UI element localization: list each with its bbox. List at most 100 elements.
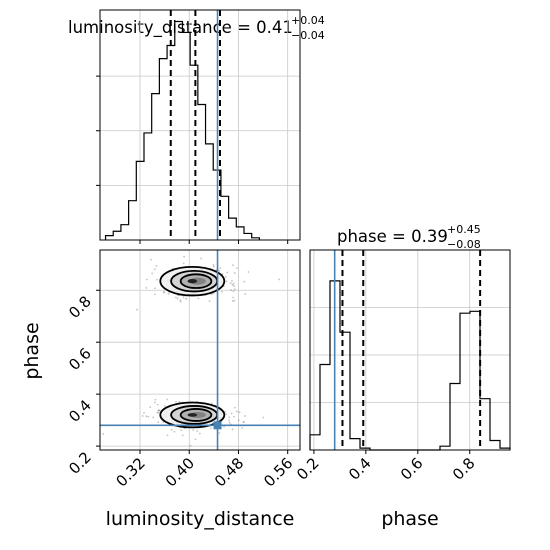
- contour-core-upper: [187, 279, 198, 284]
- tick-label-y-phase-0: 0.2: [65, 448, 95, 478]
- x-axis-label-luminosity-distance: luminosity_distance: [106, 508, 295, 530]
- scatter-point: [151, 272, 154, 275]
- scatter-point: [233, 415, 235, 418]
- scatter-point: [182, 296, 185, 299]
- scatter-point: [189, 444, 192, 447]
- scatter-point: [228, 419, 230, 422]
- scatter-point: [208, 300, 211, 303]
- scatter-point: [200, 257, 203, 260]
- scatter-point: [154, 287, 156, 290]
- title-luminosity-distance-plus: +0.04: [291, 14, 325, 27]
- title-luminosity-distance: luminosity_distance = 0.41: [68, 18, 293, 38]
- scatter-point: [230, 289, 233, 291]
- scatter-point: [232, 282, 235, 285]
- scatter-point: [157, 421, 160, 424]
- panel-frame-top: [99, 9, 301, 241]
- scatter-point: [170, 428, 173, 431]
- tick-label-y-phase-1: 0.4: [65, 396, 95, 426]
- scatter-point: [185, 297, 188, 300]
- scatter-point: [228, 421, 231, 424]
- title-phase-plus: +0.45: [447, 223, 481, 236]
- scatter-point: [150, 258, 152, 261]
- scatter-point: [226, 271, 229, 274]
- scatter-point: [175, 400, 177, 403]
- panel-frame-joint: [99, 249, 301, 451]
- scatter-point: [197, 297, 200, 300]
- scatter-point: [145, 287, 148, 289]
- scatter-point: [228, 416, 231, 419]
- scatter-point: [218, 432, 221, 434]
- scatter-point: [212, 265, 215, 268]
- scatter-point: [154, 398, 157, 401]
- scatter-point: [146, 278, 148, 281]
- scatter-point: [210, 427, 212, 430]
- scatter-point: [224, 410, 226, 413]
- scatter-point: [243, 421, 245, 424]
- scatter-point: [224, 275, 227, 278]
- tick-label-x-luminosity-distance-3: 0.56: [260, 454, 296, 490]
- scatter-point: [229, 282, 232, 285]
- scatter-point: [225, 280, 228, 283]
- scatter-point: [243, 415, 246, 417]
- scatter-point: [196, 430, 199, 433]
- scatter-point: [230, 412, 233, 415]
- scatter-point: [221, 290, 223, 293]
- scatter-point: [143, 412, 145, 414]
- scatter-point: [233, 272, 236, 274]
- scatter-point: [157, 411, 160, 414]
- scatter-point: [198, 432, 201, 435]
- scatter-point: [241, 426, 243, 429]
- scatter-point: [221, 273, 224, 275]
- scatter-point: [145, 415, 148, 418]
- tick-label-x-luminosity-distance-1: 0.40: [162, 454, 198, 490]
- tick-label-y-phase-3: 0.8: [65, 292, 95, 322]
- scatter-point: [136, 308, 139, 311]
- scatter-point: [183, 255, 186, 258]
- tick-label-x-phase-3: 0.8: [449, 454, 479, 484]
- scatter-point: [156, 411, 159, 414]
- scatter-point: [162, 290, 165, 293]
- scatter-point: [155, 265, 158, 267]
- scatter-point: [237, 419, 240, 422]
- scatter-point: [164, 405, 166, 408]
- scatter-point: [156, 278, 158, 281]
- scatter-point: [233, 285, 235, 287]
- title-luminosity-distance-minus: −0.04: [291, 29, 325, 42]
- scatter-point: [212, 264, 215, 266]
- tick-label-x-luminosity-distance-0: 0.32: [112, 454, 148, 490]
- scatter-point: [174, 296, 177, 299]
- tick-label-x-phase-1: 0.4: [345, 454, 375, 484]
- title-phase-minus: −0.08: [447, 238, 481, 251]
- scatter-point: [232, 296, 235, 299]
- scatter-point: [153, 401, 156, 404]
- tick-label-x-luminosity-distance-2: 0.48: [211, 454, 247, 490]
- scatter-point: [225, 413, 227, 416]
- scatter-point: [102, 433, 105, 435]
- scatter-point: [194, 438, 197, 441]
- scatter-point: [158, 409, 160, 412]
- scatter-point: [176, 297, 179, 300]
- contour-core-lower: [187, 413, 198, 417]
- tick-label-x-phase-0: 0.2: [293, 454, 323, 484]
- scatter-point: [223, 425, 226, 428]
- scatter-point: [235, 410, 238, 413]
- scatter-point: [244, 293, 247, 296]
- scatter-point: [149, 406, 152, 409]
- scatter-point: [192, 429, 195, 431]
- scatter-point: [147, 415, 150, 418]
- scatter-point: [278, 278, 281, 281]
- scatter-point: [153, 293, 156, 296]
- scatter-point: [179, 299, 182, 302]
- scatter-point: [182, 262, 185, 265]
- scatter-point: [152, 416, 155, 419]
- scatter-point: [231, 284, 234, 286]
- scatter-point: [231, 300, 234, 302]
- scatter-point: [232, 290, 235, 293]
- scatter-point: [167, 292, 170, 295]
- scatter-point: [219, 267, 222, 270]
- scatter-point: [243, 280, 246, 283]
- scatter-point: [141, 415, 144, 417]
- scatter-point: [173, 430, 176, 433]
- tick-label-y-phase-2: 0.6: [65, 344, 95, 374]
- x-axis-label-phase: phase: [381, 508, 438, 530]
